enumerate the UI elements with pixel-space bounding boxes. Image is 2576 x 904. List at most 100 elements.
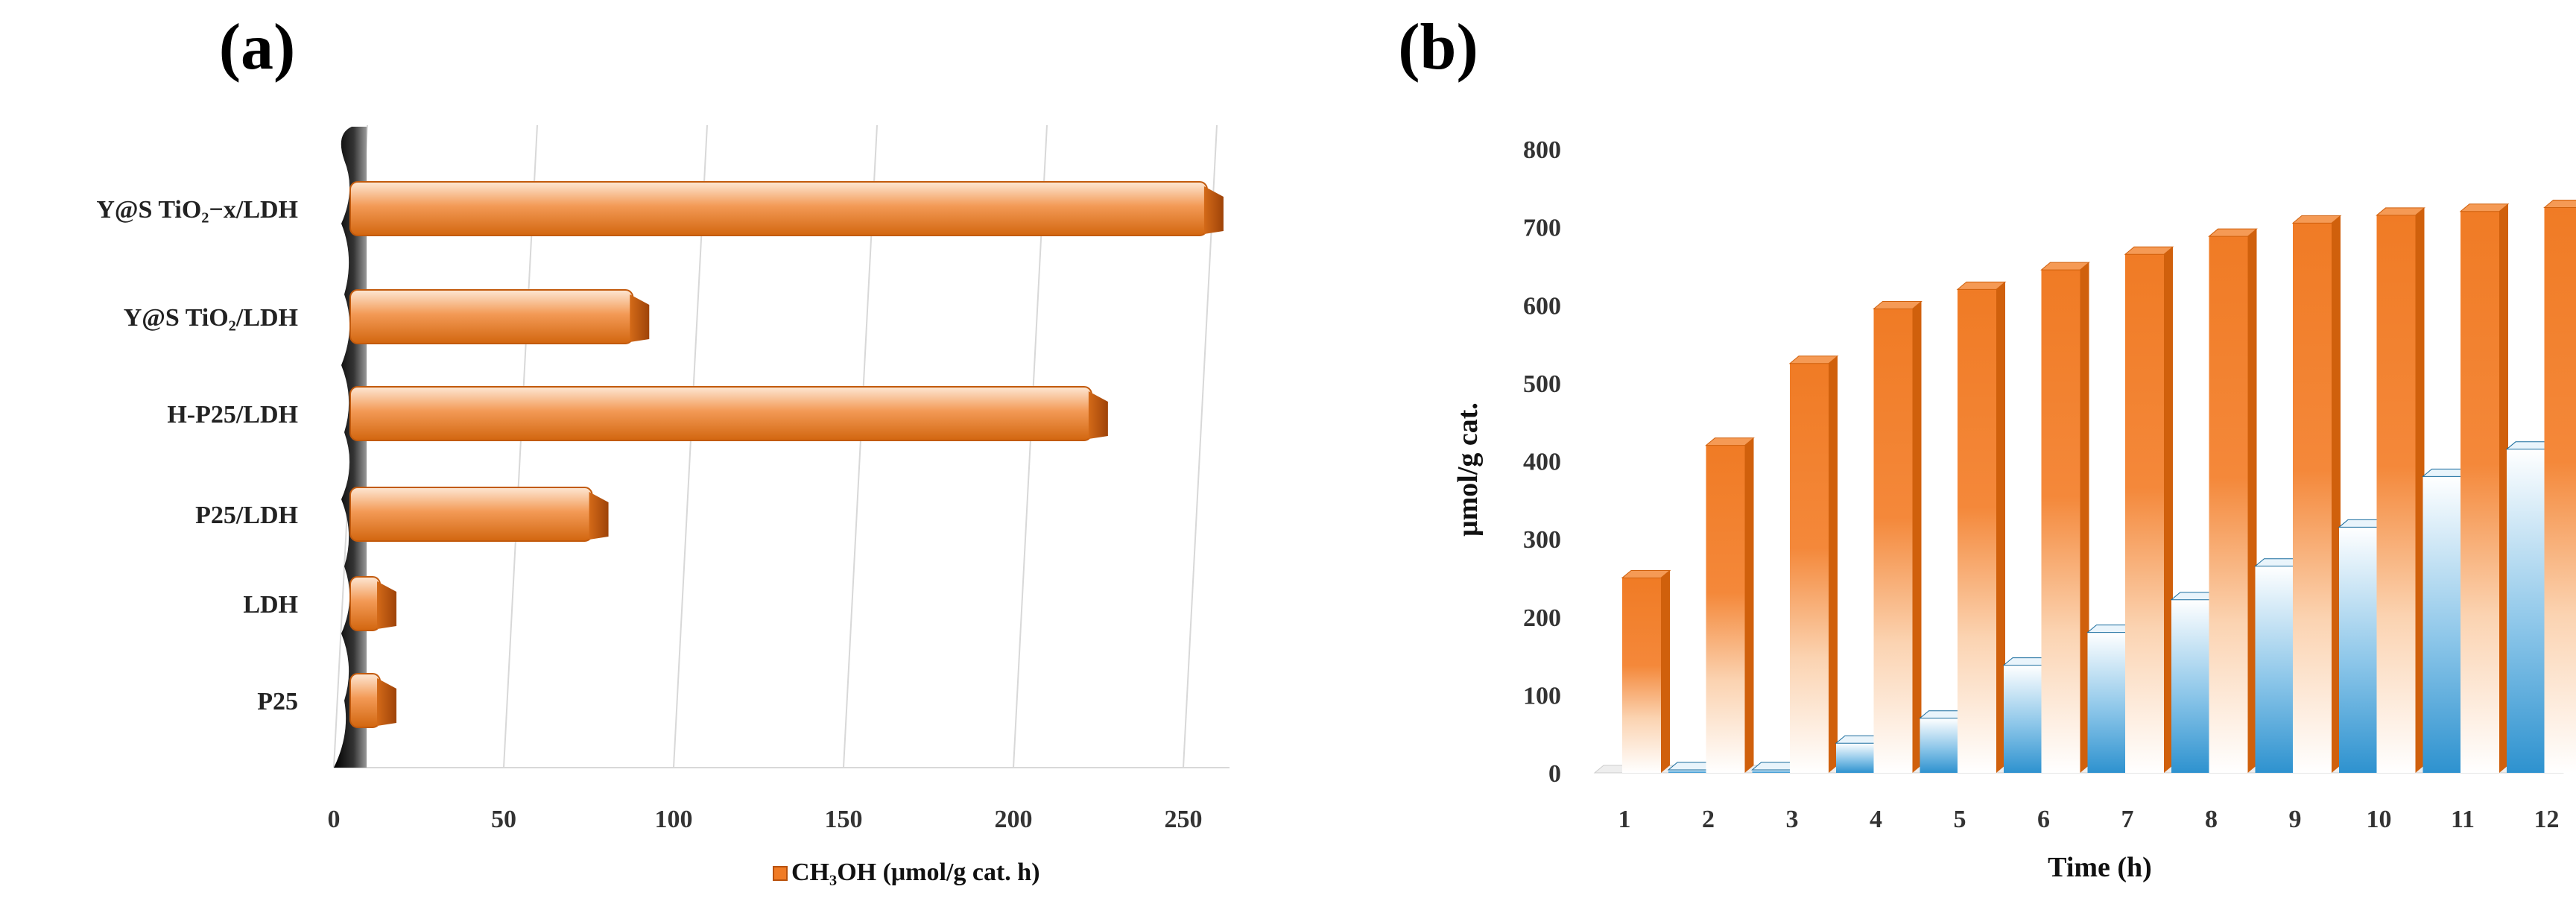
- chart-a-bar-y-s-tio-ldh: [349, 289, 634, 344]
- chart-b-bar-side-orange-3: [1829, 355, 1838, 773]
- chart-b-bar-side-orange-1: [1661, 570, 1670, 773]
- chart-b-y-tick-label: 800: [1523, 136, 1561, 164]
- chart-a-bars: [349, 181, 1224, 728]
- chart-b-bar-orange-2: [1706, 445, 1745, 773]
- chart-b-x-tick-label: 1: [1618, 806, 1631, 833]
- chart-b-bar-orange-11: [2461, 211, 2499, 773]
- chart-b-bar-top-orange-4: [1873, 300, 1922, 309]
- chart-b-x-tick-label: 5: [1954, 806, 1966, 833]
- chart-b-x-tick-label: 3: [1786, 806, 1799, 833]
- chart-b-bar-top-orange-10: [2376, 207, 2425, 216]
- chart-a-x-tick-label: 200: [995, 806, 1033, 833]
- chart-b-bar-blue-2: [1752, 770, 1791, 773]
- chart-b-x-tick-label: 7: [2121, 806, 2134, 833]
- chart-b-bar-orange-12: [2544, 207, 2576, 773]
- chart-b-bar-orange-3: [1790, 363, 1829, 773]
- chart-a-x-tick-label: 150: [825, 806, 863, 833]
- chart-b-bar-top-orange-3: [1788, 355, 1839, 364]
- chart-b-bar-blue-11: [2507, 449, 2545, 773]
- chart-a-bar-p25: [349, 673, 381, 728]
- chart-b-bar-blue-10: [2422, 476, 2462, 773]
- chart-b-bar-side-orange-9: [2332, 215, 2341, 773]
- chart-b-bar-top-orange-9: [2291, 215, 2342, 224]
- chart-b-y-ticks: 0 100 200 300 400 500 600 700 800: [1523, 136, 1561, 788]
- chart-b-y-tick-label: 200: [1523, 604, 1561, 632]
- chart-a-category-y-s-tio-x-ldh: Y@S TiO₂−x/LDH: [96, 196, 298, 224]
- chart-b-bar-blue-6: [2087, 632, 2127, 773]
- chart-b-bar-orange-4: [1873, 309, 1913, 773]
- chart-b-y-tick-label: 100: [1523, 682, 1561, 709]
- chart-b-bar-blue-5: [2004, 665, 2042, 773]
- chart-b-x-tick-label: 2: [1702, 806, 1715, 833]
- chart-a-category-y-s-tio-ldh: Y@S TiO₂/LDH: [124, 304, 298, 332]
- chart-b-bar-blue-8: [2255, 566, 2294, 773]
- chart-b-y-tick-label: 300: [1523, 526, 1561, 554]
- chart-a-x-tick-label: 0: [328, 806, 341, 833]
- chart-b-x-ticks: 1 2 3 4 5 6 7 8 9 10 11 12: [1618, 806, 2560, 833]
- chart-a-bar-h-p25-ldh: [349, 386, 1092, 441]
- chart-b-bar-side-orange-10: [2415, 207, 2425, 773]
- chart-b-bar-top-orange-6: [2040, 262, 2090, 271]
- chart-b-y-tick-label: 0: [1548, 760, 1561, 788]
- chart-a-x-tick-label: 50: [491, 806, 516, 833]
- chart-b-bar-side-orange-8: [2247, 229, 2257, 773]
- chart-a-category-ldh: LDH: [243, 591, 298, 619]
- chart-a-bar-cap-p25: [377, 678, 396, 726]
- chart-a-category-p25-ldh: P25/LDH: [195, 502, 298, 529]
- chart-a-x-tick-label: 250: [1165, 806, 1203, 833]
- panel-label-a: (a): [219, 11, 296, 83]
- chart-b-x-tick-label: 12: [2534, 806, 2560, 833]
- chart-b-bar-side-orange-7: [2164, 247, 2173, 773]
- chart-b-x-tick-label: 9: [2289, 806, 2302, 833]
- chart-a-bar-cap-y-s-tio-ldh: [630, 294, 650, 342]
- chart-b-bar-top-orange-11: [2459, 203, 2510, 212]
- chart-a-category-p25: P25: [257, 688, 298, 715]
- chart-b-bar-orange-1: [1622, 578, 1661, 773]
- chart-b-bar-orange-9: [2293, 223, 2332, 773]
- chart-b-bar-side-orange-2: [1744, 437, 1754, 773]
- chart-b-bar-orange-5: [1958, 289, 1996, 773]
- chart-b-bar-orange-8: [2209, 236, 2248, 773]
- chart-b-bar-orange-7: [2125, 254, 2164, 773]
- chart-b-y-tick-label: 600: [1523, 292, 1561, 320]
- chart-b-bar-orange-10: [2376, 215, 2416, 773]
- chart-b-bar-top-orange-5: [1956, 281, 2007, 290]
- chart-b-bar-side-orange-5: [1996, 282, 2005, 773]
- chart-b-bar-blue-4: [1920, 718, 1959, 773]
- chart-a-category-labels: Y@S TiO₂−x/LDH Y@S TiO₂/LDH H-P25/LDH P25/L…: [96, 196, 298, 715]
- chart-b-bar-top-orange-7: [2124, 246, 2174, 255]
- panel-label-b: (b): [1398, 11, 1478, 83]
- chart-b-x-tick-label: 6: [2037, 806, 2050, 833]
- chart-b-bar-top-orange-8: [2208, 228, 2258, 237]
- chart-b-bar-top-orange-2: [1705, 437, 1755, 446]
- chart-a-legend-label: CH₃OH (μmol/g cat. h): [791, 859, 1040, 886]
- chart-b-y-tick-label: 700: [1523, 215, 1561, 242]
- chart-a-bar-ldh: [349, 576, 381, 631]
- chart-b-bar-blue-9: [2339, 527, 2378, 773]
- chart-b-x-tick-label: 10: [2367, 806, 2392, 833]
- chart-a-bar-cap-h-p25-ldh: [1088, 391, 1108, 439]
- chart-b-y-axis-title: μmol/g cat.: [1452, 402, 1484, 537]
- chart-b-x-tick-label: 11: [2451, 806, 2475, 833]
- chart-a-bar-cap-p25-ldh: [589, 492, 609, 540]
- chart-a: Y@S TiO₂−x/LDH Y@S TiO₂/LDH H-P25/LDH P25/L…: [96, 124, 1230, 886]
- chart-a-legend-swatch: [773, 866, 788, 881]
- chart-a-x-ticks: 0 50 100 150 200 250: [328, 806, 1203, 833]
- chart-b-bar-side-orange-6: [2080, 262, 2089, 773]
- chart-a-x-tick-label: 100: [655, 806, 693, 833]
- chart-a-bar-cap-ldh: [377, 581, 396, 629]
- chart-b-bar-orange-6: [2041, 270, 2080, 773]
- chart-a-bar-y-s-tio-x-ldh: [349, 181, 1208, 236]
- chart-b-x-tick-label: 4: [1870, 806, 1882, 833]
- chart-b-y-tick-label: 400: [1523, 449, 1561, 476]
- chart-b-bar-side-orange-4: [1912, 301, 1922, 773]
- chart-a-legend: CH₃OH (μmol/g cat. h): [773, 859, 1040, 886]
- chart-b-x-axis-title: Time (h): [2048, 852, 2152, 883]
- chart-b-x-tick-label: 8: [2205, 806, 2218, 833]
- chart-b-y-tick-label: 500: [1523, 370, 1561, 398]
- chart-a-category-h-p25-ldh: H-P25/LDH: [167, 401, 298, 429]
- chart-a-bar-cap-y-s-tio-x-ldh: [1203, 186, 1224, 234]
- chart-b-bar-blue-7: [2171, 599, 2210, 773]
